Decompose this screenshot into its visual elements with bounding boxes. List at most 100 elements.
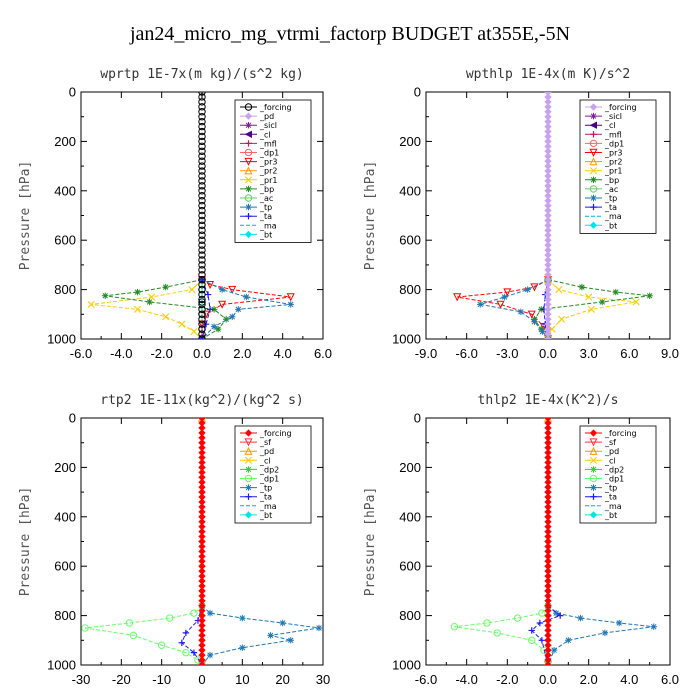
- series-point-ta: [557, 612, 564, 619]
- y-axis-label: Pressure [hPa]: [18, 161, 33, 271]
- zero-profile-marker: [198, 162, 206, 170]
- y-tick-label: 600: [54, 559, 76, 574]
- legend-entry: _pd: [604, 447, 619, 456]
- series-point-tp: [539, 328, 546, 335]
- series-point-tp: [243, 293, 250, 301]
- legend-marker: [589, 139, 598, 148]
- zero-profile-marker: [198, 221, 206, 230]
- series-point-tp: [287, 637, 294, 644]
- legend-entry: _bt: [259, 511, 272, 520]
- series-group: [450, 418, 657, 665]
- series-point-tp: [206, 651, 214, 659]
- x-tick-label: 6.0: [314, 346, 332, 361]
- series-point-pr3: [530, 283, 539, 292]
- legend-box: [579, 99, 657, 234]
- legend-marker: [244, 148, 253, 157]
- series-group: [453, 92, 653, 339]
- x-tick-label: 0: [198, 672, 205, 687]
- figure-title: jan24_micro_mg_vtrmi_factorp BUDGET at35…: [129, 23, 570, 45]
- legend-entry: _bp: [259, 185, 274, 194]
- zero-profile-marker: [198, 315, 206, 323]
- legend: _forcing_sf_pd_cl_dp2_dp1_tp_ta_ma_bt: [579, 425, 657, 524]
- series-point-ta: [204, 291, 212, 298]
- y-tick-label: 0: [414, 85, 421, 100]
- legend-entry: _forcing: [604, 103, 637, 112]
- series-point-bp: [146, 298, 153, 306]
- zero-profile-marker: [198, 211, 206, 220]
- legend-marker: [589, 185, 598, 193]
- panel-title: wprtp 1E-7x(m kg)/(s^2 kg): [100, 67, 304, 82]
- x-tick-label: 30: [316, 672, 330, 687]
- series-group: [87, 92, 295, 339]
- series-point-tp: [287, 301, 294, 308]
- legend-marker: [245, 203, 252, 211]
- y-tick-label: 600: [399, 559, 421, 574]
- legend-entry: _dp2: [259, 465, 279, 474]
- legend-marker: [244, 157, 253, 166]
- series-point-bp: [578, 283, 586, 291]
- x-tick-label: -30: [72, 672, 91, 687]
- zero-profile-marker: [198, 147, 206, 155]
- series-point-pr3: [202, 310, 211, 319]
- series-point-tp: [615, 619, 623, 627]
- legend-entry: _cl: [259, 456, 271, 465]
- panel-4: thlp2 1E-4x(K^2)/s Pressure [hPa] -6.0 -4.0…: [363, 393, 679, 687]
- zero-profile-marker: [198, 92, 206, 96]
- legend-entry: _ta: [604, 493, 617, 502]
- zero-profile-marker: [198, 216, 206, 225]
- series-point-ta: [538, 637, 546, 644]
- zero-profile-marker: [198, 206, 206, 215]
- zero-profile-marker: [198, 132, 206, 141]
- legend-entry: _tp: [259, 203, 272, 212]
- legend: _forcing_sicl_cl_mfl_dp1_pr3_pr2_pr1_bp_…: [579, 99, 657, 234]
- zero-profile-marker: [198, 152, 206, 160]
- series-point-pr3: [218, 300, 227, 309]
- panel-title: rtp2 1E-11x(kg^2)/(kg^2 s): [100, 393, 304, 408]
- legend-entry: _sicl: [604, 112, 622, 121]
- series-line-dp1: [84, 605, 203, 665]
- legend-entry: _sf: [604, 438, 616, 447]
- y-axis-label: Pressure [hPa]: [363, 161, 378, 271]
- series-point-tp: [206, 609, 214, 617]
- legend: _forcing_pd_sicl_cl_mfl_dp1_pr3_pr2_pr1_…: [234, 99, 312, 243]
- x-tick-label: 0.0: [539, 346, 557, 361]
- series-point-tp: [550, 646, 558, 654]
- legend-marker: [244, 446, 253, 455]
- legend-entry: _pr1: [604, 167, 622, 176]
- zero-profile-marker: [198, 117, 206, 126]
- series-point-pr1: [133, 305, 142, 313]
- series-point-bp: [223, 316, 230, 323]
- legend-marker: [245, 213, 252, 220]
- legend-entry: _forcing: [604, 429, 637, 438]
- legend-marker: [245, 122, 252, 129]
- legend-marker: [244, 438, 253, 447]
- y-axis-label: Pressure [hPa]: [18, 487, 33, 597]
- series-point-tp: [229, 313, 236, 320]
- panel-2: wpthlp 1E-4x(m K)/s^2 Pressure [hPa] -9.0 -…: [363, 67, 679, 361]
- legend-marker: [589, 121, 598, 129]
- x-tick-label: 2.0: [233, 346, 251, 361]
- zero-profile-marker: [544, 335, 552, 339]
- legend-marker: [244, 456, 253, 464]
- y-tick-label: 600: [399, 233, 421, 248]
- zero-profile-marker: [198, 251, 206, 259]
- y-tick-label: 400: [54, 509, 76, 524]
- y-tick-label: 1000: [392, 658, 421, 673]
- legend-entry: _dp1: [259, 149, 279, 158]
- zero-profile-marker: [198, 261, 206, 269]
- y-tick-label: 1000: [47, 332, 76, 347]
- series-point-pr1: [188, 286, 196, 294]
- legend-marker: [590, 203, 597, 211]
- series-point-dp1: [182, 648, 190, 657]
- zero-profile-marker: [544, 661, 552, 665]
- legend-entry: _dp2: [604, 465, 624, 474]
- series-point-ta: [206, 306, 214, 313]
- series-point-tp: [210, 323, 218, 330]
- series-point-pr1: [162, 313, 170, 321]
- legend-marker: [590, 466, 597, 473]
- legend-entry: _cl: [604, 121, 616, 130]
- y-tick-label: 800: [54, 282, 76, 297]
- zero-profile-marker: [198, 266, 206, 274]
- zero-profile-marker: [198, 241, 206, 249]
